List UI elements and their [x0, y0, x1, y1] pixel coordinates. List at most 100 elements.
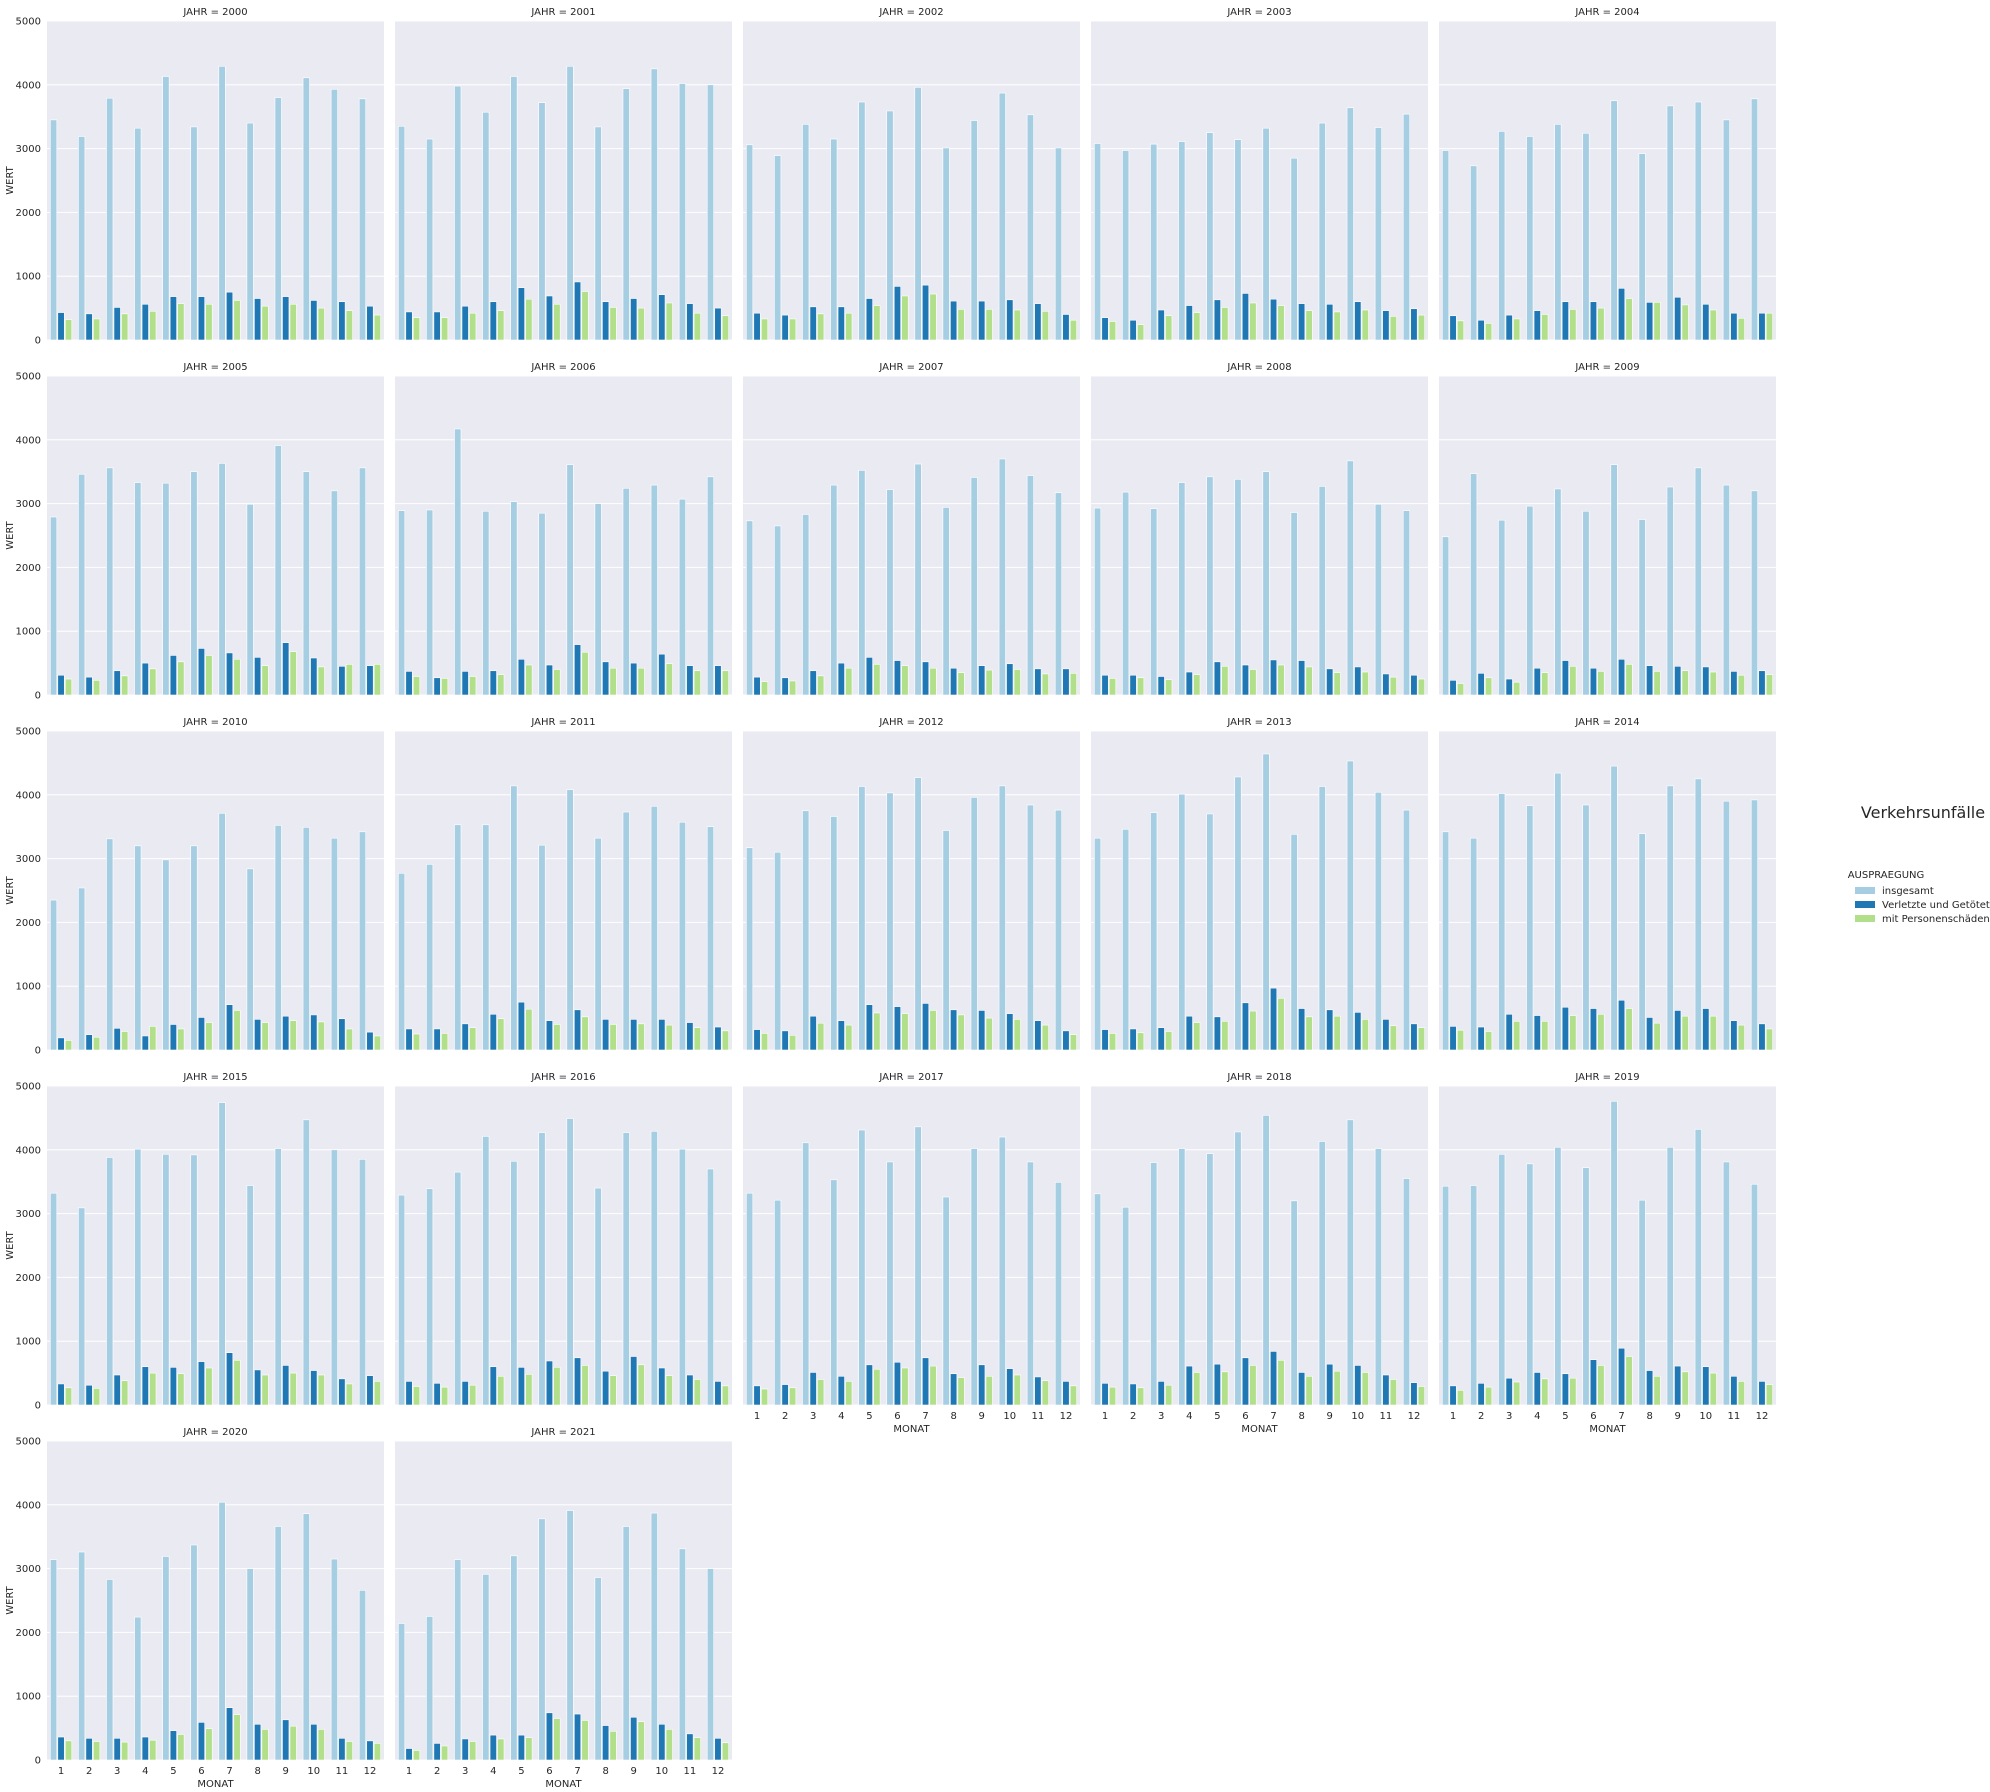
bar-2011-m5-s1: [510, 785, 518, 1051]
bar-2006-m3-s1: [454, 428, 462, 696]
bar-2005-m8-s1: [246, 503, 254, 696]
bar-2019-m6-s1: [1582, 1167, 1590, 1406]
bar-2012-m6-s2: [893, 1006, 902, 1051]
bar-2004-m12-s2: [1758, 312, 1766, 341]
bar-2009-m8-s1: [1638, 519, 1646, 696]
bar-2001-m4-s3: [497, 310, 505, 341]
y-tick-label: 0: [35, 1756, 41, 1767]
y-tick-label: 2000: [16, 1273, 41, 1284]
bar-2001-m6-s1: [538, 102, 546, 341]
bar-2009-m1-s3: [1456, 683, 1465, 696]
legend-swatch: [1855, 915, 1875, 922]
bar-2018-m11-s1: [1374, 1148, 1382, 1406]
bar-2020-m8-s2: [254, 1723, 262, 1761]
bar-2015-m8-s2: [254, 1369, 262, 1406]
bar-2021-m3-s3: [469, 1741, 477, 1761]
bar-2019-m10-s3: [1709, 1372, 1717, 1406]
bar-2021-m5-s3: [525, 1737, 533, 1761]
panel-background: [395, 731, 732, 1050]
bar-2000-m3-s2: [113, 307, 121, 341]
bar-2006-m7-s3: [581, 651, 589, 696]
bar-2021-m8-s3: [609, 1730, 617, 1761]
bar-2017-m11-s2: [1034, 1376, 1042, 1406]
bar-2001-m10-s1: [650, 68, 658, 341]
bar-2003-m6-s2: [1241, 293, 1250, 341]
bar-2011-m2-s3: [441, 1033, 449, 1051]
y-tick-label: 3000: [16, 854, 41, 865]
bar-2018-m2-s1: [1122, 1206, 1130, 1406]
bar-2017-m9-s1: [970, 1148, 978, 1406]
bar-2000-m6-s2: [197, 296, 206, 341]
y-axis-label: WERT: [5, 165, 16, 194]
bar-2004-m1-s3: [1456, 320, 1465, 341]
bar-2007-m3-s3: [817, 675, 825, 696]
bar-2002-m4-s1: [830, 138, 838, 341]
bar-2012-m10-s2: [1006, 1013, 1014, 1051]
bar-2014-m10-s3: [1709, 1015, 1717, 1051]
y-tick-label: 4000: [16, 1500, 41, 1511]
bar-2006-m7-s1: [566, 464, 574, 696]
bar-2013-m4-s1: [1178, 793, 1186, 1051]
bar-2014-m8-s2: [1646, 1017, 1654, 1051]
x-tick-label: 9: [979, 1411, 985, 1422]
y-tick-label: 4000: [16, 435, 41, 446]
y-tick-label: 1000: [16, 272, 41, 283]
bar-2019-m9-s1: [1666, 1146, 1674, 1406]
bar-2007-m5-s3: [873, 664, 881, 696]
x-tick-label: 12: [364, 1766, 377, 1777]
bar-2008-m12-s3: [1417, 678, 1425, 696]
bar-2016-m5-s2: [517, 1367, 525, 1406]
bar-2002-m1-s1: [746, 144, 754, 341]
bar-2017-m3-s3: [817, 1379, 825, 1406]
bar-2003-m2-s2: [1129, 319, 1137, 341]
bar-2008-m10-s1: [1346, 460, 1354, 696]
bar-2009-m11-s1: [1722, 484, 1730, 696]
bar-2014-m12-s3: [1765, 1028, 1773, 1051]
bar-2017-m2-s3: [789, 1387, 797, 1406]
bar-2001-m1-s1: [398, 125, 406, 341]
bar-2017-m1-s1: [746, 1192, 754, 1406]
bar-2014-m5-s3: [1569, 1015, 1577, 1051]
legend-label: Verletzte und Getötete: [1882, 900, 1990, 911]
bar-2009-m12-s1: [1750, 490, 1759, 696]
bar-2007-m2-s3: [789, 680, 797, 696]
bar-2016-m3-s1: [454, 1171, 462, 1406]
bar-2005-m6-s1: [190, 471, 198, 696]
bar-2013-m10-s2: [1354, 1012, 1362, 1051]
x-tick-label: 10: [1351, 1411, 1364, 1422]
bar-2013-m9-s3: [1333, 1015, 1341, 1051]
bar-2007-m4-s1: [830, 484, 838, 696]
bar-2005-m12-s1: [358, 467, 367, 696]
y-tick-label: 5000: [16, 17, 41, 28]
bar-2013-m3-s3: [1165, 1031, 1173, 1051]
bar-2020-m4-s1: [134, 1616, 142, 1761]
bar-2004-m5-s2: [1561, 301, 1569, 341]
bar-2019-m5-s3: [1569, 1377, 1577, 1406]
bar-2013-m3-s1: [1150, 812, 1158, 1051]
x-tick-label: 6: [894, 1411, 900, 1422]
bar-2014-m3-s3: [1513, 1020, 1521, 1051]
bar-2019-m4-s1: [1526, 1163, 1534, 1406]
bar-2002-m10-s1: [998, 92, 1006, 341]
bar-2021-m2-s1: [426, 1616, 434, 1761]
bar-2001-m6-s3: [553, 303, 561, 341]
bar-2003-m6-s3: [1249, 302, 1257, 341]
bar-2014-m10-s2: [1702, 1008, 1710, 1051]
bar-2002-m12-s2: [1062, 314, 1070, 341]
bar-2005-m8-s2: [254, 657, 262, 696]
x-tick-label: 1: [406, 1766, 412, 1777]
bar-2010-m1-s2: [57, 1037, 65, 1051]
bar-2021-m12-s3: [721, 1742, 729, 1761]
bar-2002-m8-s2: [950, 300, 958, 341]
bar-2017-m11-s3: [1041, 1380, 1049, 1406]
facet-title: JAHR = 2016: [530, 1072, 595, 1083]
bar-2013-m12-s2: [1410, 1023, 1418, 1051]
bar-2011-m7-s3: [581, 1016, 589, 1051]
bar-2012-m9-s2: [978, 1010, 986, 1051]
bar-2011-m4-s1: [482, 824, 490, 1051]
bar-2016-m10-s3: [665, 1375, 673, 1406]
bar-2001-m9-s3: [637, 307, 645, 341]
y-tick-label: 4000: [16, 80, 41, 91]
facet-title: JAHR = 2015: [182, 1072, 247, 1083]
bar-2012-m4-s1: [830, 816, 838, 1051]
